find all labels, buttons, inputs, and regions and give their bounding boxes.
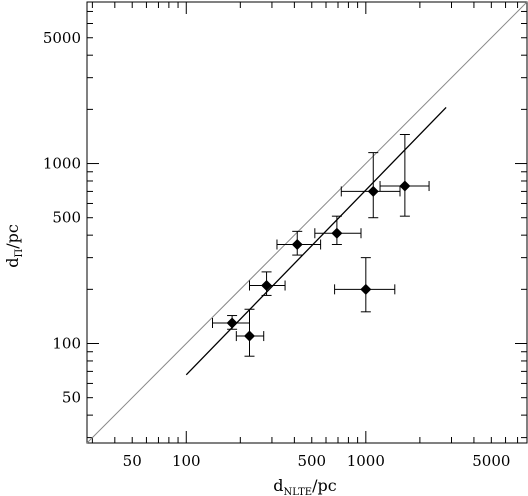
x-tick-label: 50 (123, 452, 142, 470)
data-point (249, 271, 286, 296)
x-tick-label: 1000 (347, 452, 385, 470)
diamond-marker (367, 185, 379, 197)
y-axis-label: dΠ/pc (3, 224, 25, 268)
diamond-marker (331, 227, 343, 239)
x-axis-label-base: d (273, 476, 283, 495)
diamond-marker (261, 280, 273, 292)
x-axis-label-unit: /pc (312, 476, 337, 495)
data-point (314, 215, 362, 245)
y-tick-label: 5000 (43, 29, 81, 47)
y-tick-label: 1000 (43, 155, 81, 173)
y-tick-label: 100 (52, 335, 81, 353)
data-points (212, 134, 430, 357)
y-tick-label: 50 (62, 389, 81, 407)
diamond-marker (360, 283, 372, 295)
plot-frame (86, 1, 528, 444)
y-tick-label: 500 (52, 209, 81, 227)
diamond-marker (226, 317, 238, 329)
diamond-marker (244, 330, 256, 342)
x-axis-ticks (91, 2, 519, 443)
y-axis-label-base: d (3, 258, 22, 268)
data-point (340, 152, 401, 219)
x-axis-label: dNLTE/pc (273, 476, 336, 496)
data-point (379, 134, 430, 217)
reference-lines (86, 1, 528, 444)
y-axis-label-subscript: Π (14, 249, 25, 258)
x-tick-label: 500 (297, 452, 326, 470)
one-to-one-line (86, 1, 528, 444)
x-axis-tick-labels: 50 100 500 1000 5000 (123, 452, 511, 470)
data-point (235, 308, 265, 357)
x-tick-label: 5000 (472, 452, 510, 470)
x-tick-label: 100 (172, 452, 201, 470)
diamond-marker (291, 238, 303, 250)
y-axis-ticks (87, 10, 527, 439)
y-axis-label-unit: /pc (3, 224, 22, 249)
data-point (212, 315, 251, 330)
plot-border (86, 1, 528, 444)
data-point (334, 257, 396, 313)
x-axis-label-subscript: NLTE (284, 487, 313, 496)
y-axis-tick-labels: 50 100 500 1000 5000 (43, 29, 81, 407)
diamond-marker (399, 180, 411, 192)
data-point (276, 230, 322, 256)
fit-line (185, 106, 447, 376)
